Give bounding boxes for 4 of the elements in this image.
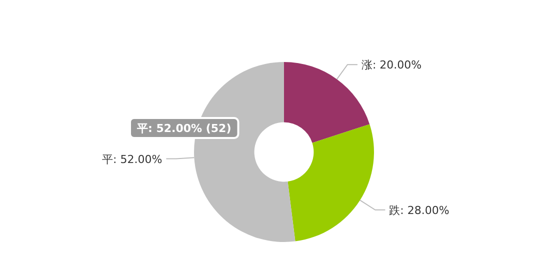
slice-label: 涨: 20.00% (361, 58, 422, 72)
slice-label: 跌: 28.00% (389, 204, 450, 217)
tooltip: 平: 52.00% (52) (129, 117, 240, 139)
slice-label: 平: 52.00% (102, 152, 162, 166)
